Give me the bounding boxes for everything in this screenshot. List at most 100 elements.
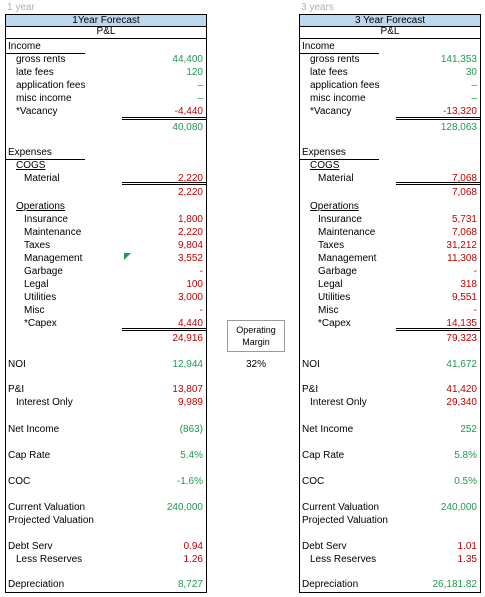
row-value: 14,135 — [446, 318, 477, 329]
row-label: misc income — [16, 93, 72, 104]
row-label: Insurance — [24, 214, 68, 225]
row-label: Management — [24, 253, 83, 264]
row-label: Debt Serv — [302, 541, 347, 552]
row-label: P&I — [302, 384, 319, 395]
row-label: Current Valuation — [302, 502, 380, 513]
row-label: Legal — [318, 279, 343, 290]
panel-subtitle: P&L — [299, 26, 481, 39]
row-value: 7,068 — [451, 173, 477, 184]
row-label: COC — [8, 476, 31, 487]
row-label: Utilities — [24, 292, 57, 303]
row-value: 7,068 — [451, 227, 477, 238]
row-label: Utilities — [318, 292, 351, 303]
total-rule — [122, 328, 207, 331]
row-label: *Vacancy — [310, 106, 352, 117]
row-value: 5.4% — [180, 450, 203, 461]
row-label: Interest Only — [310, 397, 367, 408]
total-rule — [396, 117, 481, 120]
row-label: late fees — [310, 67, 348, 78]
row-value: 3,552 — [177, 253, 203, 264]
row-value: 41,420 — [446, 384, 477, 395]
row-label: Insurance — [318, 214, 362, 225]
row-label: Management — [318, 253, 377, 264]
row-label: Material — [318, 173, 354, 184]
row-label: Legal — [24, 279, 49, 290]
row-label: Taxes — [318, 240, 345, 251]
row-label: Depreciation — [302, 579, 359, 590]
row-label: Material — [24, 173, 60, 184]
row-value: 128,063 — [440, 122, 477, 133]
row-value: 7,068 — [451, 187, 477, 198]
row-value: 1.26 — [183, 554, 203, 565]
row-label: application fees — [310, 80, 380, 91]
row-label: Misc — [24, 305, 45, 316]
row-label: misc income — [310, 93, 366, 104]
row-value: - — [473, 305, 477, 316]
row-value: 318 — [460, 279, 477, 290]
operating-margin-value: 32% — [245, 359, 266, 370]
row-value: 252 — [460, 424, 477, 435]
row-label: Interest Only — [16, 397, 73, 408]
panel-title: 3 Year Forecast — [299, 14, 481, 27]
total-rule — [122, 182, 207, 185]
row-label: Maintenance — [24, 227, 82, 238]
row-value: 0.94 — [183, 541, 203, 552]
row-label: Debt Serv — [8, 541, 53, 552]
row-label: COC — [302, 476, 325, 487]
panel-frame — [5, 14, 207, 593]
row-value: 1.35 — [457, 554, 477, 565]
period-label: 3 years — [301, 2, 334, 13]
row-value: 240,000 — [440, 502, 477, 513]
row-label: late fees — [16, 67, 54, 78]
row-value: 120 — [186, 67, 203, 78]
row-value: 26,181.82 — [432, 579, 478, 590]
row-label: NOI — [8, 359, 26, 370]
row-value: - — [473, 266, 477, 277]
row-value: 2,220 — [177, 187, 203, 198]
section-rule — [299, 53, 379, 54]
row-value: – — [471, 80, 477, 91]
row-value: 1.01 — [457, 541, 477, 552]
row-label: COGS — [310, 160, 340, 171]
row-label: P&I — [8, 384, 25, 395]
row-value: 8,727 — [177, 579, 203, 590]
row-label: COGS — [16, 160, 46, 171]
row-value: 79,323 — [446, 333, 477, 344]
row-value: (863) — [179, 424, 203, 435]
row-value: -13,320 — [443, 106, 477, 117]
row-value: 100 — [186, 279, 203, 290]
row-label: Maintenance — [318, 227, 376, 238]
row-label: Operations — [310, 201, 359, 212]
row-value: 30 — [465, 67, 477, 78]
row-label: *Vacancy — [16, 106, 58, 117]
row-label: *Capex — [24, 318, 57, 329]
row-label: Less Reserves — [310, 554, 377, 565]
row-label: Projected Valuation — [8, 515, 94, 526]
row-label: gross rents — [16, 54, 66, 65]
row-value: 5.8% — [454, 450, 477, 461]
row-value: 12,944 — [172, 359, 203, 370]
row-value: 240,000 — [166, 502, 203, 513]
row-value: 5,731 — [451, 214, 477, 225]
section-rule — [5, 159, 85, 160]
row-value: -4,440 — [174, 106, 203, 117]
row-label: Misc — [318, 305, 339, 316]
row-value: 2,220 — [177, 227, 203, 238]
row-value: - — [199, 305, 203, 316]
row-label: Expenses — [302, 147, 346, 158]
row-value: 31,212 — [446, 240, 477, 251]
row-value: – — [197, 80, 203, 91]
row-value: 4,440 — [177, 318, 203, 329]
row-label: Cap Rate — [302, 450, 345, 461]
total-rule — [122, 117, 207, 120]
row-label: Income — [302, 41, 335, 52]
row-label: Net Income — [8, 424, 60, 435]
row-value: 3,000 — [177, 292, 203, 303]
row-value: 41,672 — [446, 359, 477, 370]
row-label: NOI — [302, 359, 320, 370]
row-value: 13,807 — [172, 384, 203, 395]
row-value: 2,220 — [177, 173, 203, 184]
row-label: Operations — [16, 201, 65, 212]
comment-marker — [124, 253, 131, 260]
